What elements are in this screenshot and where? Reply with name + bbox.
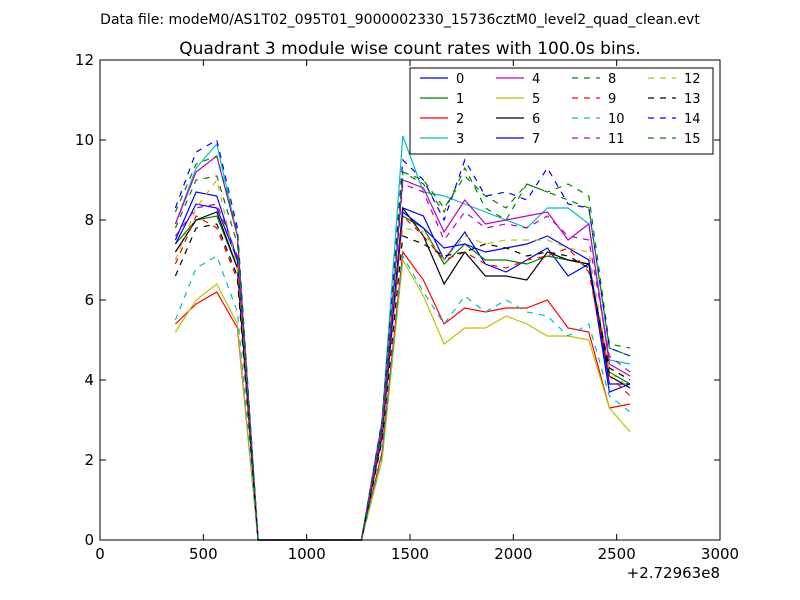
legend-label-13: 13: [684, 92, 701, 107]
y-tick-label: 10: [75, 131, 94, 149]
plot-frame: [99, 59, 721, 541]
y-tick-label: 8: [84, 211, 94, 229]
legend-label-14: 14: [684, 112, 701, 127]
x-tick-label: 0: [95, 545, 105, 563]
legend-label-4: 4: [532, 72, 540, 87]
x-tick-label: 2000: [494, 545, 532, 563]
legend-label-11: 11: [608, 132, 625, 147]
series-line-8: [174, 166, 631, 541]
legend-label-0: 0: [456, 72, 464, 87]
legend-label-5: 5: [532, 92, 540, 107]
y-tick-label: 12: [75, 51, 94, 69]
x-tick-label: 1000: [288, 545, 326, 563]
legend-label-8: 8: [608, 72, 616, 87]
legend-label-7: 7: [532, 132, 540, 147]
y-tick-label: 4: [84, 371, 94, 389]
y-tick-label: 2: [84, 451, 94, 469]
series-layer: [174, 135, 631, 541]
legend-label-10: 10: [608, 112, 625, 127]
x-tick-label: 3000: [701, 545, 739, 563]
legend-label-12: 12: [684, 72, 701, 87]
legend-label-6: 6: [532, 112, 540, 127]
y-tick-label: 0: [84, 531, 94, 549]
series-line-11: [174, 183, 631, 541]
legend-label-1: 1: [456, 92, 464, 107]
x-tick-label: 2500: [598, 545, 636, 563]
series-line-5: [174, 258, 631, 541]
series-line-13: [174, 223, 631, 541]
legend-box: [409, 67, 714, 155]
legend-label-3: 3: [456, 132, 464, 147]
x-tick-label: 1500: [391, 545, 429, 563]
chart-title: Quadrant 3 module wise count rates with …: [179, 39, 640, 59]
legend-label-2: 2: [456, 112, 464, 127]
legend-label-9: 9: [608, 92, 616, 107]
series-line-10: [174, 254, 631, 541]
x-offset-label: +2.72963e8: [627, 564, 720, 582]
x-tick-label: 500: [189, 545, 218, 563]
suptitle: Data file: modeM0/AS1T02_095T01_90000023…: [100, 12, 700, 28]
y-tick-label: 6: [84, 291, 94, 309]
series-line-15: [174, 155, 631, 541]
series-line-14: [174, 139, 631, 541]
legend-label-15: 15: [684, 132, 701, 147]
